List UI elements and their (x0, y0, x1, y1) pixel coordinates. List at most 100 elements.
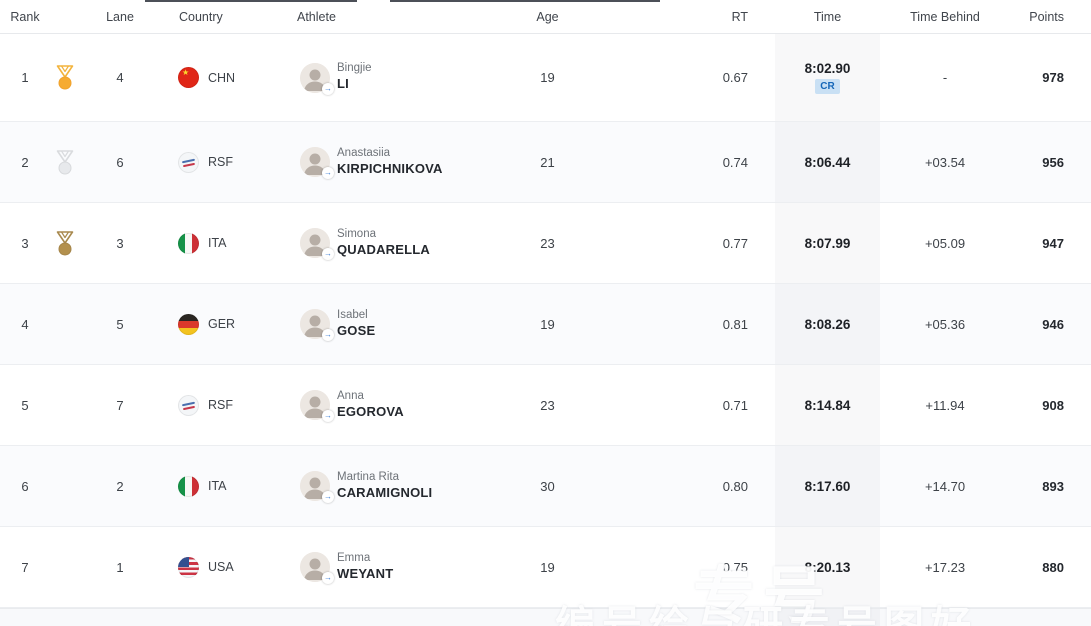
athlete-first-name: Emma (337, 551, 371, 564)
country-flag-icon (178, 67, 199, 88)
lane-cell: 6 (116, 154, 124, 170)
table-row[interactable]: 6 2 ITA → (0, 446, 1091, 527)
athlete-last-name: GOSE (337, 322, 376, 338)
athlete-avatar: → (300, 228, 334, 260)
column-header-country: Country (179, 10, 223, 24)
age-cell: 23 (540, 235, 555, 251)
time-behind-cell: +14.70 (924, 478, 966, 494)
profile-arrow-icon: → (322, 329, 334, 341)
table-row[interactable]: 7 1 USA → (0, 527, 1091, 608)
country-cell: ITA (160, 203, 290, 283)
points-cell: 947 (1042, 235, 1064, 251)
country-cell: GER (160, 284, 290, 364)
column-header-lane: Lane (106, 10, 134, 24)
country-flag-icon (178, 151, 199, 173)
athlete-cell[interactable]: → Martina Rita CARAMIGNOLI (290, 446, 520, 526)
time-cell: 8:14.84 (775, 365, 880, 445)
time-value: 8:08.26 (804, 316, 851, 332)
profile-arrow-icon: → (322, 248, 334, 260)
athlete-cell[interactable]: → Emma WEYANT (290, 527, 520, 607)
reaction-time-cell: 0.74 (722, 154, 748, 170)
points-cell: 946 (1042, 316, 1064, 332)
country-cell: USA (160, 527, 290, 607)
athlete-first-name: Martina Rita (337, 470, 399, 483)
rank-cell: 7 (21, 559, 29, 575)
rank-cell: 5 (21, 397, 29, 413)
reaction-time-cell: 0.67 (722, 70, 748, 85)
table-row[interactable]: 5 7 RSF → (0, 365, 1091, 446)
country-cell: CHN (160, 34, 290, 121)
athlete-last-name: EGOROVA (337, 403, 404, 419)
athlete-cell[interactable]: → Anastasiia KIRPICHNIKOVA (290, 122, 520, 202)
athlete-avatar: → (300, 471, 334, 503)
points-cell: 956 (1042, 154, 1064, 170)
top-edge-segment (390, 0, 660, 2)
country-code: USA (208, 560, 234, 574)
medal-cell (50, 122, 80, 202)
athlete-cell[interactable]: → Bingjie LI (290, 34, 520, 121)
points-cell: 978 (1042, 70, 1064, 85)
time-column-shade (775, 609, 880, 626)
table-header: Rank Lane Country Athlete Age RT Time Time Behi… (0, 0, 1091, 34)
athlete-first-name: Isabel (337, 308, 368, 321)
time-value: 8:07.99 (804, 235, 851, 251)
column-header-rt: RT (731, 10, 748, 24)
time-value: 8:02.90 (804, 61, 851, 76)
profile-arrow-icon: → (322, 82, 334, 95)
athlete-avatar: → (300, 62, 334, 95)
lane-cell: 1 (116, 559, 124, 575)
time-cell: 8:17.60 (775, 446, 880, 526)
profile-arrow-icon: → (322, 491, 334, 503)
points-cell: 893 (1042, 478, 1064, 494)
country-flag-icon (178, 475, 199, 497)
medal-icon (56, 65, 74, 90)
table-row[interactable]: 3 3 ITA → (0, 203, 1091, 284)
age-cell: 19 (540, 559, 555, 575)
athlete-first-name: Anastasiia (337, 146, 391, 159)
table-row[interactable]: 2 6 RSF → (0, 122, 1091, 203)
column-header-points: Points (1029, 10, 1064, 24)
table-body: 1 4 CHN → (0, 34, 1091, 608)
time-cell: 8:06.44 (775, 122, 880, 202)
points-cell: 880 (1042, 559, 1064, 575)
country-flag-icon (178, 394, 199, 416)
lane-cell: 7 (116, 397, 124, 413)
country-code: RSF (208, 398, 233, 412)
points-cell: 908 (1042, 397, 1064, 413)
rank-cell: 2 (21, 154, 29, 170)
athlete-avatar: → (300, 309, 334, 341)
athlete-cell[interactable]: → Simona QUADARELLA (290, 203, 520, 283)
time-behind-cell: +17.23 (924, 559, 966, 575)
time-value: 8:17.60 (804, 478, 851, 494)
athlete-last-name: LI (337, 76, 349, 92)
column-header-age: Age (536, 10, 559, 24)
athlete-first-name: Anna (337, 389, 364, 402)
athlete-last-name: QUADARELLA (337, 241, 430, 257)
country-cell: RSF (160, 365, 290, 445)
athlete-cell[interactable]: → Anna EGOROVA (290, 365, 520, 445)
country-flag-icon (178, 313, 199, 335)
time-behind-cell: +05.09 (924, 235, 966, 251)
country-code: ITA (208, 479, 227, 493)
lane-cell: 2 (116, 478, 124, 494)
country-code: CHN (208, 70, 236, 85)
athlete-avatar: → (300, 147, 334, 179)
table-row[interactable]: 1 4 CHN → (0, 34, 1091, 122)
medal-cell (50, 203, 80, 283)
lane-cell: 5 (116, 316, 124, 332)
country-flag-icon (178, 232, 199, 254)
athlete-cell[interactable]: → Isabel GOSE (290, 284, 520, 364)
profile-arrow-icon: → (322, 167, 334, 179)
country-cell: ITA (160, 446, 290, 526)
rank-cell: 1 (21, 70, 29, 85)
next-row-partial (0, 608, 1091, 626)
profile-arrow-icon: → (322, 410, 334, 422)
column-header-rank: Rank (10, 10, 40, 24)
table-row[interactable]: 4 5 GER → (0, 284, 1091, 365)
athlete-avatar: → (300, 552, 334, 584)
reaction-time-cell: 0.77 (722, 235, 748, 251)
reaction-time-cell: 0.71 (722, 397, 748, 413)
athlete-first-name: Bingjie (337, 62, 372, 75)
reaction-time-cell: 0.81 (722, 316, 748, 332)
